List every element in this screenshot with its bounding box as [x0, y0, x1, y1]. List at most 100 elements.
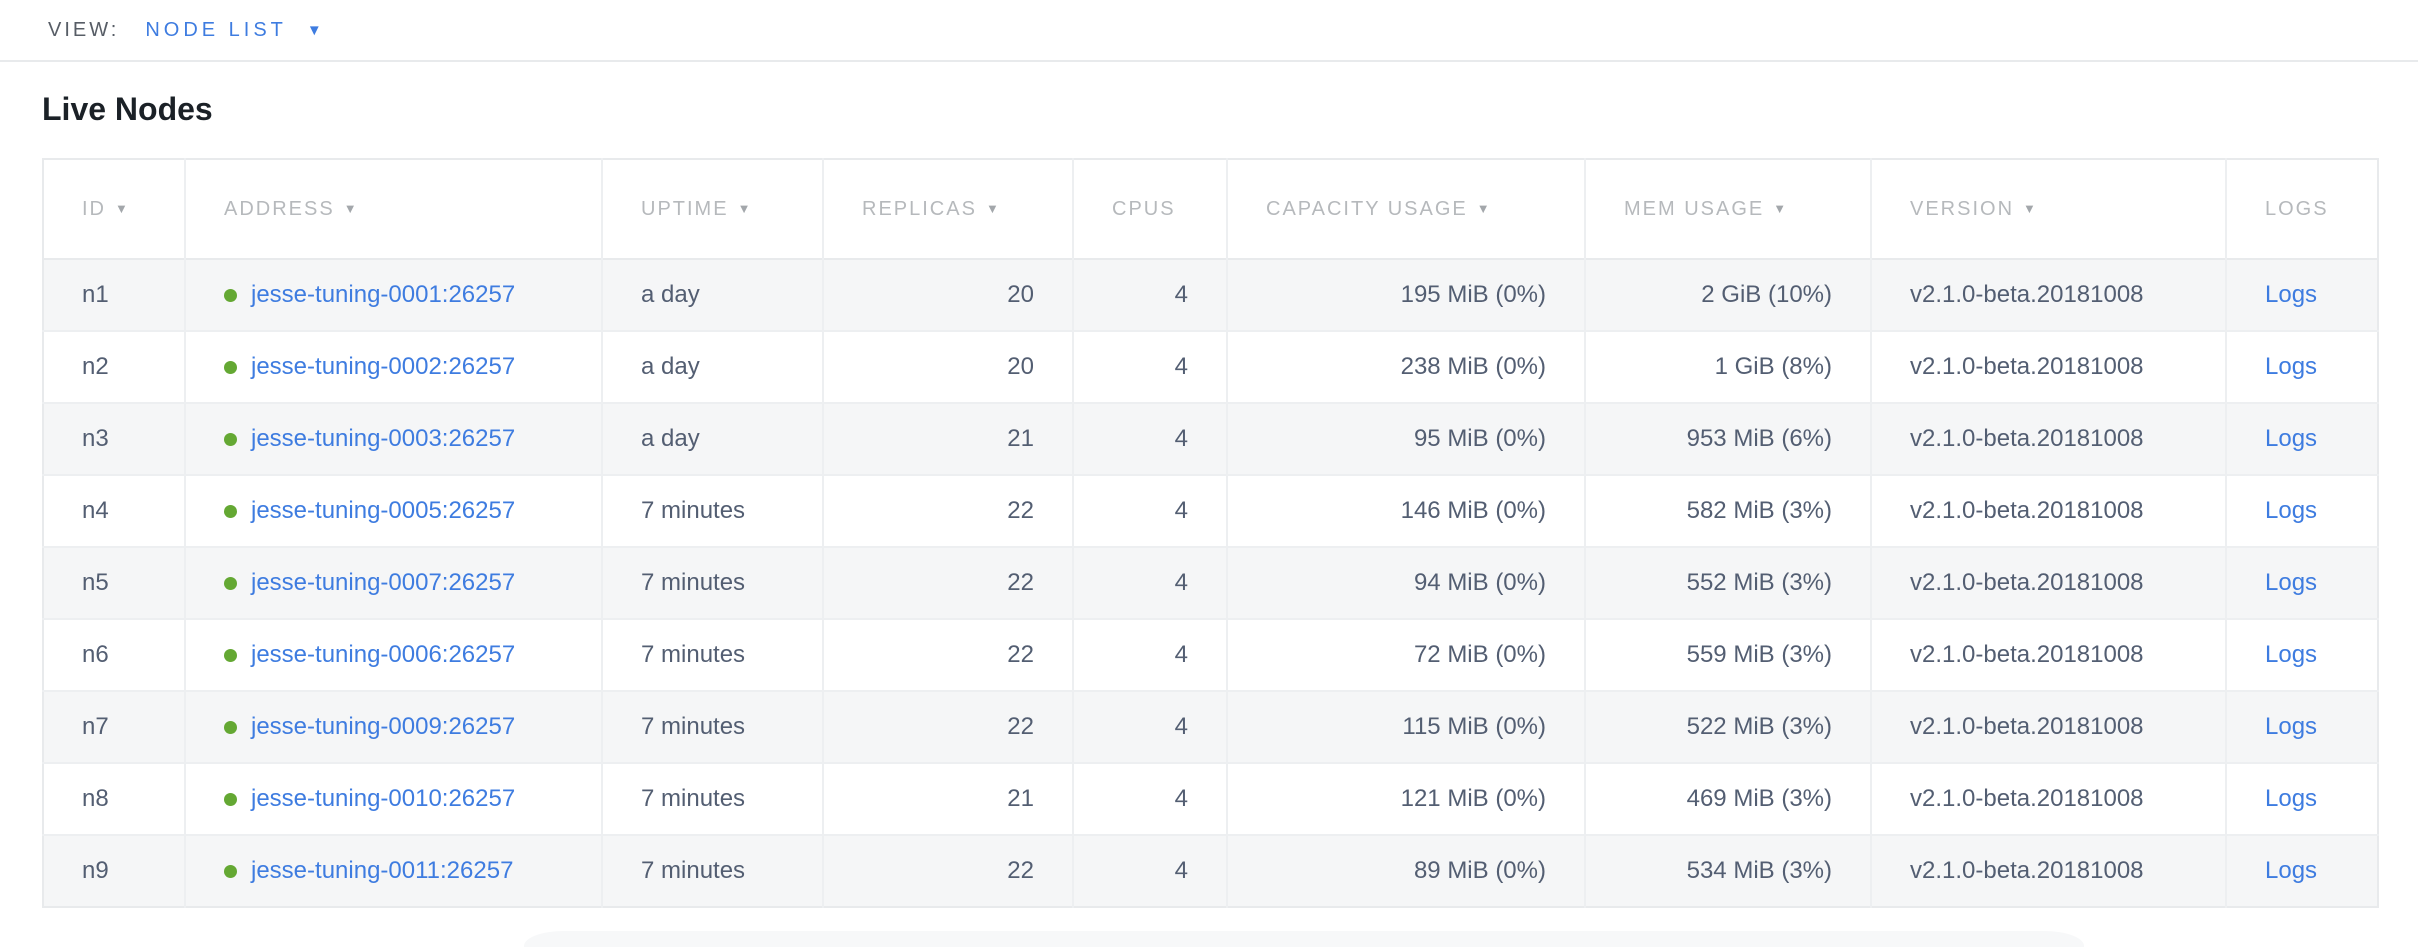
node-address-link[interactable]: jesse-tuning-0002:26257 [251, 353, 516, 381]
cell-replicas: 22 [822, 835, 1073, 908]
cell-mem: 2 GiB (10%) [1584, 259, 1871, 332]
cell-address: jesse-tuning-0002:26257 [184, 331, 602, 404]
node-address-link[interactable]: jesse-tuning-0006:26257 [251, 641, 516, 669]
node-row-n5: n5 jesse-tuning-0007:26257 7 minutes 22 4 94 … [43, 547, 2378, 620]
cell-uptime: 7 minutes [601, 547, 823, 620]
cell-address: jesse-tuning-0006:26257 [184, 619, 602, 692]
cell-cpus: 4 [1072, 691, 1227, 764]
cell-uptime: 7 minutes [601, 835, 823, 908]
sort-desc-icon: ▼ [1773, 200, 1789, 216]
node-logs-link[interactable]: Logs [2265, 497, 2318, 525]
node-address-link[interactable]: jesse-tuning-0009:26257 [251, 713, 516, 741]
column-header-label: CAPACITY USAGE [1266, 197, 1468, 220]
node-address-link[interactable]: jesse-tuning-0001:26257 [251, 281, 516, 309]
next-section-peek [524, 931, 2084, 947]
cell-id: n1 [82, 281, 109, 309]
sort-desc-icon: ▼ [2023, 200, 2038, 216]
column-header-address[interactable]: ADDRESS ▼ [184, 159, 602, 260]
column-header-uptime[interactable]: UPTIME ▼ [601, 159, 823, 260]
cell-version: v2.1.0-beta.20181008 [1870, 763, 2226, 836]
cell-id: n8 [82, 785, 109, 813]
node-logs-link[interactable]: Logs [2265, 353, 2318, 381]
cell-replicas: 22 [822, 691, 1073, 764]
node-logs-link[interactable]: Logs [2265, 281, 2318, 309]
cell-replicas: 22 [822, 475, 1073, 548]
cell-id: n7 [82, 713, 109, 741]
cell-mem: 522 MiB (3%) [1584, 691, 1871, 764]
node-row-n4: n4 jesse-tuning-0005:26257 7 minutes 22 4 146… [43, 475, 2378, 548]
cell-address: jesse-tuning-0009:26257 [184, 691, 602, 764]
node-live-status-icon [224, 649, 237, 663]
column-header-capacity[interactable]: CAPACITY USAGE ▼ [1226, 159, 1585, 260]
column-header-id[interactable]: ID ▼ [43, 159, 185, 259]
column-header-label: UPTIME [641, 197, 729, 220]
column-header-label: MEM USAGE [1624, 197, 1765, 220]
cell-id: n4 [82, 497, 109, 525]
cell-cpus: 4 [1072, 835, 1227, 908]
node-live-status-icon [224, 289, 237, 303]
chevron-down-icon[interactable]: ▼ [306, 21, 322, 39]
cell-capacity: 115 MiB (0%) [1226, 691, 1585, 764]
node-live-status-icon [224, 361, 237, 375]
cell-version: v2.1.0-beta.20181008 [1870, 331, 2226, 404]
node-address-link[interactable]: jesse-tuning-0011:26257 [251, 857, 514, 885]
column-header-label: CPUS [1112, 197, 1176, 220]
column-header-replicas[interactable]: REPLICAS ▼ [822, 159, 1073, 260]
cell-logs: Logs [2225, 403, 2378, 476]
node-live-status-icon [224, 721, 237, 735]
cell-id: n6 [82, 641, 109, 669]
node-logs-link[interactable]: Logs [2265, 569, 2318, 597]
cell-version: v2.1.0-beta.20181008 [1870, 619, 2226, 692]
cell-logs: Logs [2225, 619, 2378, 692]
node-live-status-icon [224, 577, 237, 591]
sort-desc-icon: ▼ [737, 200, 753, 216]
node-row-n9: n9 jesse-tuning-0011:26257 7 minutes 22 4 89 … [43, 835, 2378, 908]
node-address-link[interactable]: jesse-tuning-0003:26257 [251, 425, 516, 453]
node-row-n1: n1 jesse-tuning-0001:26257 a day 20 4 195 MiB… [43, 259, 2378, 332]
cell-address: jesse-tuning-0010:26257 [184, 763, 602, 836]
cell-cpus: 4 [1072, 259, 1227, 332]
sort-desc-icon: ▼ [985, 200, 1001, 216]
cell-address: jesse-tuning-0003:26257 [184, 403, 602, 476]
cell-replicas: 22 [822, 619, 1073, 692]
cell-uptime: a day [601, 403, 823, 476]
column-header-version[interactable]: VERSION ▼ [1870, 159, 2226, 260]
cell-replicas: 20 [822, 259, 1073, 332]
cell-cpus: 4 [1072, 403, 1227, 476]
node-address-link[interactable]: jesse-tuning-0005:26257 [251, 497, 516, 525]
cell-cpus: 4 [1072, 547, 1227, 620]
cell-cpus: 4 [1072, 619, 1227, 692]
cell-capacity: 195 MiB (0%) [1226, 259, 1585, 332]
node-logs-link[interactable]: Logs [2265, 713, 2318, 741]
cell-version: v2.1.0-beta.20181008 [1870, 835, 2226, 908]
node-logs-link[interactable]: Logs [2265, 641, 2318, 669]
live-nodes-table-container: ID ▼ ADDRESS ▼ UPTIME ▼ REPLICAS ▼ CPUS CAPACITY … [42, 158, 2379, 909]
column-header-mem[interactable]: MEM USAGE ▼ [1584, 159, 1871, 260]
node-row-n3: n3 jesse-tuning-0003:26257 a day 21 4 95 MiB … [43, 403, 2378, 476]
column-header-logs: LOGS [2225, 159, 2378, 260]
node-logs-link[interactable]: Logs [2265, 785, 2318, 813]
cell-logs: Logs [2225, 547, 2378, 620]
cell-address: jesse-tuning-0011:26257 [184, 835, 602, 908]
cell-replicas: 21 [822, 403, 1073, 476]
node-address-link[interactable]: jesse-tuning-0010:26257 [251, 785, 516, 813]
cell-capacity: 94 MiB (0%) [1226, 547, 1585, 620]
node-logs-link[interactable]: Logs [2265, 857, 2318, 885]
cell-mem: 469 MiB (3%) [1584, 763, 1871, 836]
cell-cpus: 4 [1072, 331, 1227, 404]
cell-capacity: 121 MiB (0%) [1226, 763, 1585, 836]
node-row-n8: n8 jesse-tuning-0010:26257 7 minutes 21 4 121… [43, 763, 2378, 836]
cell-mem: 582 MiB (3%) [1584, 475, 1871, 548]
node-row-n7: n7 jesse-tuning-0009:26257 7 minutes 22 4 115… [43, 691, 2378, 764]
cell-mem: 534 MiB (3%) [1584, 835, 1871, 908]
cell-capacity: 146 MiB (0%) [1226, 475, 1585, 548]
view-selector-bar: VIEW: NODE LIST ▼ [0, 0, 2418, 62]
node-address-link[interactable]: jesse-tuning-0007:26257 [251, 569, 516, 597]
node-logs-link[interactable]: Logs [2265, 425, 2318, 453]
cell-logs: Logs [2225, 475, 2378, 548]
cell-capacity: 238 MiB (0%) [1226, 331, 1585, 404]
header-row: ID ▼ ADDRESS ▼ UPTIME ▼ REPLICAS ▼ CPUS CAPACITY … [43, 159, 2378, 260]
cell-logs: Logs [2225, 259, 2378, 332]
view-dropdown[interactable]: NODE LIST [145, 18, 287, 41]
cell-cpus: 4 [1072, 475, 1227, 548]
